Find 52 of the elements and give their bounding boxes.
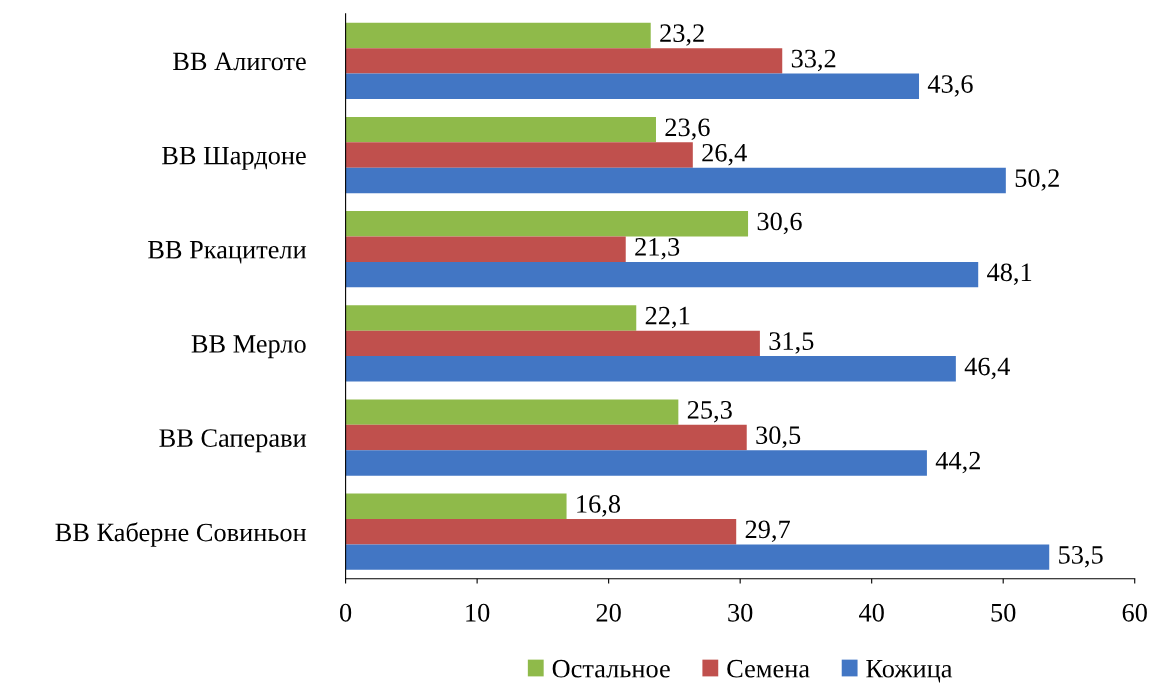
x-tick-label: 10 [466,603,490,622]
data-label: 23,2 [660,24,704,46]
legend-label: Семена [727,659,810,678]
data-label: 22,1 [645,306,690,329]
bar [345,48,783,74]
bar [345,305,637,331]
x-tick-label: 40 [859,603,884,622]
y-tick-label: ВВ Алиготе [173,52,306,71]
y-tick-label: ВВ Каберне Совиньон [55,522,307,547]
bar [345,73,920,99]
bar [345,493,567,519]
bar [345,261,979,288]
x-tick-label: 0 [340,603,352,622]
data-label: 53,5 [1059,545,1103,568]
data-label: 25,3 [687,400,732,423]
data-label: 43,6 [927,75,973,97]
bar [345,142,693,168]
y-tick-label: ВВ Ркацители [148,241,307,264]
bar [345,356,956,382]
bar [345,167,1006,194]
data-label: 26,4 [702,143,747,166]
data-label: 29,7 [745,520,790,543]
x-tick-label: 30 [728,603,753,622]
data-label: 31,5 [769,332,814,354]
x-tick-label: 50 [991,603,1016,622]
data-label: 50,2 [1015,169,1059,191]
bar [345,399,679,425]
data-label: 44,2 [935,451,980,474]
x-tick-label: 20 [596,603,621,622]
data-label: 23,6 [665,118,710,140]
data-label: 46,4 [964,357,1010,380]
data-label: 21,3 [635,238,680,260]
bar [345,518,737,545]
data-label: 33,2 [791,49,836,72]
bar [345,424,747,451]
y-tick-label: ВВ Саперави [159,429,307,453]
legend-label: Остальное [552,659,670,678]
legend-label: Кожица [866,660,953,683]
bar [345,544,1050,570]
x-tick-label: 60 [1122,603,1147,622]
y-tick-label: ВВ Шардоне [162,146,306,170]
bar [345,22,651,49]
data-label: 16,8 [577,495,621,517]
data-label: 30,5 [756,426,801,448]
bar [345,450,927,476]
y-tick-label: ВВ Мерло [191,335,306,359]
bar [345,211,749,237]
bar [345,236,626,262]
data-label: 30,6 [757,212,802,235]
data-label: 48,1 [987,263,1032,286]
bar [345,330,760,357]
bar [345,116,656,143]
